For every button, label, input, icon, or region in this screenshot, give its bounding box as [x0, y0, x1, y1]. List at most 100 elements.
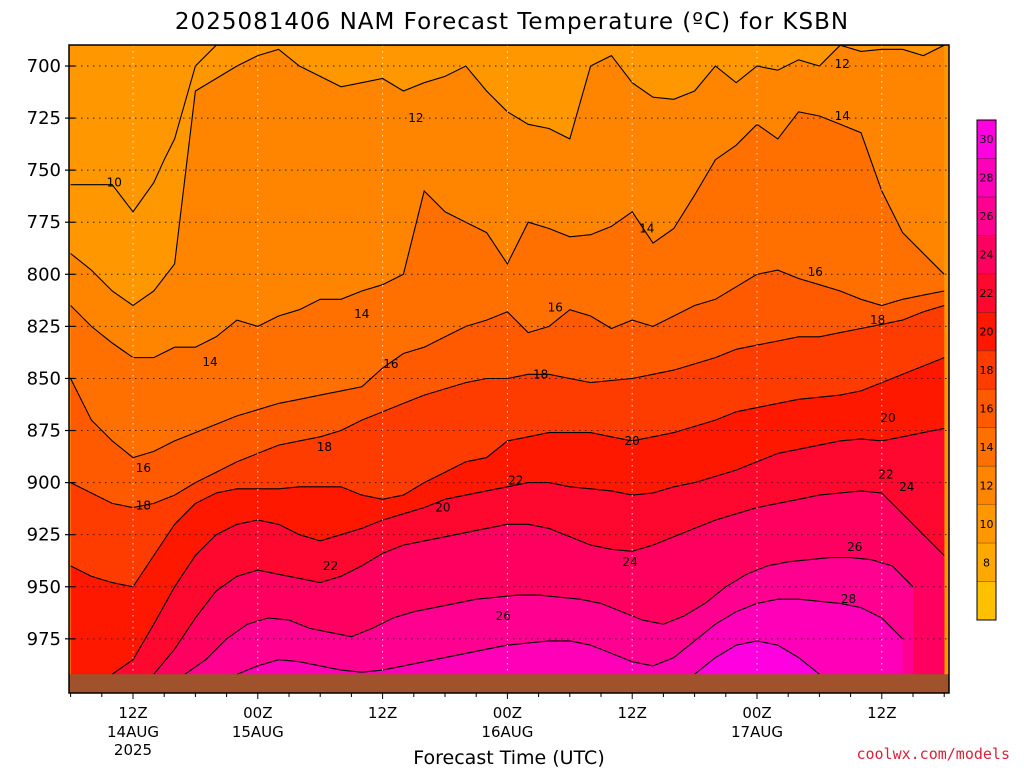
- x-tick-label: 12Z: [867, 704, 896, 722]
- y-tick-label: 925: [27, 525, 61, 546]
- colorbar-label: 8: [983, 556, 990, 569]
- contour-label: 18: [317, 440, 332, 454]
- isotherm-24: [153, 490, 945, 675]
- contour-label: 18: [533, 367, 548, 381]
- contour-label: 22: [323, 559, 338, 573]
- isotherm-28: [236, 598, 903, 675]
- x-tick-label: 00Z: [493, 704, 522, 722]
- contour-label: 24: [622, 555, 637, 569]
- y-tick-label: 725: [27, 108, 61, 129]
- contour-label: 18: [136, 499, 151, 513]
- plot-area: 10 12 12 14 14 16 16 14 18 14 16 18 20 20 18 16 22 22 24 18…: [69, 45, 949, 693]
- x-date-label: 16AUG: [481, 723, 533, 741]
- contour-label-text: 20: [880, 411, 895, 425]
- colorbar-label: 10: [980, 518, 994, 531]
- contour-label: 16: [383, 357, 398, 371]
- colorbar-swatch-16: [977, 389, 996, 428]
- contour-label: 20: [880, 411, 895, 425]
- colorbar-swatch-12: [977, 466, 996, 505]
- colorbar-label: 18: [980, 364, 994, 377]
- colorbar-swatch-30: [977, 120, 996, 159]
- x-year-label: 2025: [114, 741, 152, 759]
- colorbar-swatch-22: [977, 273, 996, 313]
- colorbar-label: 14: [980, 441, 994, 454]
- contour-label: 20: [435, 501, 450, 515]
- colorbar-label: 26: [980, 210, 994, 223]
- contour-label: 12: [835, 57, 850, 71]
- contour-label-text: 16: [383, 357, 398, 371]
- contour-label: 26: [496, 609, 511, 623]
- colorbar-swatch-28: [977, 158, 996, 197]
- contour-labels: 10 12 12 14 14 16 16 14 18 14 16 18 20 20 18 16 22 22 24 18…: [107, 57, 915, 623]
- contour-label: 14: [354, 307, 369, 321]
- y-tick-label: 975: [27, 629, 61, 650]
- y-axis: 700 725 750 775 800 825 850 875 900 925 950 975: [27, 56, 75, 650]
- contour-label-text: 18: [317, 440, 332, 454]
- y-tick-label: 800: [27, 264, 61, 285]
- contour-label: 20: [625, 434, 640, 448]
- contour-label-text: 18: [136, 499, 151, 513]
- contour-label: 16: [808, 265, 823, 279]
- y-tick-label: 775: [27, 212, 61, 233]
- colorbar-label: 20: [980, 326, 994, 339]
- contour-label: 12: [408, 111, 423, 125]
- isotherm-22: [111, 427, 945, 675]
- ground-surface: [69, 674, 949, 693]
- x-date-label: 14AUG: [107, 723, 159, 741]
- contour-label: 14: [639, 221, 654, 235]
- contour-label: 14: [835, 109, 850, 123]
- x-tick-label: 00Z: [243, 704, 272, 722]
- surface-strip: [69, 674, 949, 693]
- contour-label: 10: [107, 176, 122, 190]
- colorbar-swatch-6: [977, 581, 996, 620]
- x-date-label: 15AUG: [232, 723, 284, 741]
- contour-label-text: 22: [323, 559, 338, 573]
- contour-label-text: 20: [435, 501, 450, 515]
- contour-label-text: 14: [354, 307, 369, 321]
- isotherm-30: [694, 640, 820, 675]
- y-tick-label: 875: [27, 421, 61, 442]
- contour-label-text: 26: [496, 609, 511, 623]
- contour-label: 16: [548, 301, 563, 315]
- credit-text: coolwx.com/models: [856, 745, 1010, 763]
- contour-label-text: 22: [508, 474, 523, 488]
- contour-label-text: 14: [202, 355, 217, 369]
- contour-label: 18: [870, 313, 885, 327]
- contour-label-text: 14: [639, 221, 654, 235]
- grid-lines: [69, 45, 949, 693]
- contour-label: 14: [202, 355, 217, 369]
- colorbar-legend: 8 10 12 14 16 18 20 22 24 26 28 30: [976, 119, 997, 621]
- x-axis-title: Forecast Time (UTC): [413, 747, 604, 768]
- colorbar-swatch-14: [977, 427, 996, 467]
- contour-label: 24: [899, 480, 914, 494]
- colorbar-label: 28: [980, 172, 994, 185]
- chart-title: 2025081406 NAM Forecast Temperature (ºC)…: [175, 9, 849, 35]
- contour-label-text: 24: [622, 555, 637, 569]
- contour-label: 22: [878, 467, 893, 481]
- colorbar-swatch-24: [977, 235, 996, 274]
- x-date-label: 17AUG: [731, 723, 783, 741]
- isotherm-20: [70, 357, 945, 588]
- temperature-fill-layers: [69, 45, 949, 693]
- colorbar-label: 12: [980, 479, 994, 492]
- y-tick-label: 850: [27, 368, 61, 389]
- contour-label: 26: [847, 540, 862, 554]
- colorbar-frame: [976, 119, 997, 621]
- x-tick-label: 12Z: [618, 704, 647, 722]
- colorbar-swatch-18: [977, 350, 996, 390]
- plot-frame: [68, 44, 950, 694]
- colorbar-swatch-26: [977, 196, 996, 236]
- contour-label-text: 24: [899, 480, 914, 494]
- y-tick-label: 700: [27, 56, 61, 77]
- y-tick-label: 900: [27, 473, 61, 494]
- isotherm-16: [70, 269, 945, 459]
- colorbar-swatch-10: [977, 504, 996, 544]
- contour-label-text: 20: [625, 434, 640, 448]
- contour-label: 22: [508, 474, 523, 488]
- colorbar-swatch-20: [977, 312, 996, 351]
- contour-label: 16: [136, 461, 151, 475]
- contour-label: 28: [841, 592, 856, 606]
- contour-label-text: 14: [835, 109, 850, 123]
